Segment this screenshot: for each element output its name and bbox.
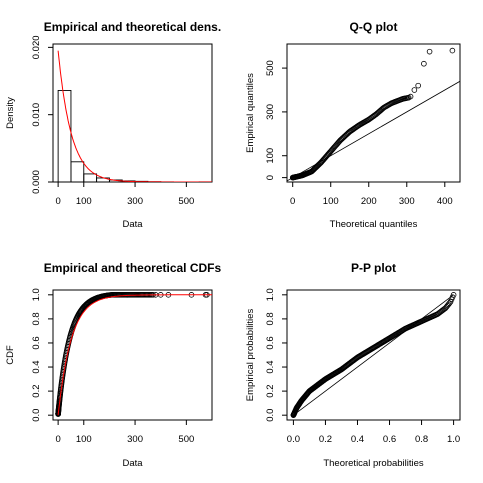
y-tick-label: 300 bbox=[265, 104, 276, 120]
x-tick-label: 200 bbox=[361, 196, 377, 207]
x-tick-label: 300 bbox=[399, 196, 415, 207]
data-point bbox=[411, 87, 418, 93]
x-axis-label: Theoretical quantiles bbox=[330, 219, 418, 230]
chart-title: Q-Q plot bbox=[350, 20, 398, 34]
y-tick-label: 0.8 bbox=[31, 312, 42, 325]
y-tick-label: 1.0 bbox=[31, 288, 42, 301]
y-axis-label: Empirical quantiles bbox=[245, 73, 256, 153]
y-tick-label: 0.0 bbox=[31, 409, 42, 422]
x-tick-label: 0.6 bbox=[383, 434, 396, 445]
y-tick-label: 0.000 bbox=[31, 170, 42, 194]
data-point bbox=[407, 93, 414, 100]
chart-title: Empirical and theoretical dens. bbox=[44, 20, 221, 34]
data-point bbox=[421, 60, 427, 67]
x-tick-label: 0 bbox=[290, 196, 295, 207]
panel-1 bbox=[48, 43, 213, 187]
x-tick-label: 500 bbox=[178, 434, 194, 445]
plot-frame bbox=[52, 289, 213, 421]
plot-area bbox=[290, 292, 457, 418]
panel-2 bbox=[282, 43, 461, 187]
chart-title: Empirical and theoretical CDFs bbox=[44, 261, 222, 275]
data-point bbox=[426, 48, 433, 55]
plot-frame bbox=[52, 43, 213, 183]
plot-area bbox=[55, 292, 212, 417]
y-tick-label: 500 bbox=[265, 60, 276, 76]
x-tick-label: 100 bbox=[76, 196, 92, 207]
x-tick-label: 300 bbox=[127, 196, 143, 207]
y-tick-label: 0.4 bbox=[265, 360, 276, 373]
y-tick-label: 0.6 bbox=[265, 336, 276, 349]
x-axis-label: Data bbox=[122, 458, 143, 469]
y-tick-label: 0.020 bbox=[31, 35, 42, 59]
x-tick-label: 0.2 bbox=[319, 434, 332, 445]
y-tick-label: 0.010 bbox=[31, 103, 42, 127]
x-tick-label: 100 bbox=[323, 196, 339, 207]
panel-4 bbox=[282, 289, 461, 425]
x-tick-label: 0.4 bbox=[351, 434, 364, 445]
histogram-bar bbox=[83, 173, 98, 182]
y-axis-label: Empirical probabilities bbox=[245, 309, 256, 402]
y-tick-label: 0.6 bbox=[31, 336, 42, 349]
y-tick-label: 0.2 bbox=[265, 385, 276, 398]
data-point bbox=[449, 47, 456, 54]
x-axis-label: Theoretical probabilities bbox=[323, 458, 424, 469]
y-tick-label: 1.0 bbox=[265, 288, 276, 301]
y-tick-label: 0.8 bbox=[265, 312, 276, 325]
histogram-bar bbox=[57, 89, 72, 182]
x-tick-label: 0.8 bbox=[415, 434, 428, 445]
y-tick-label: 100 bbox=[265, 148, 276, 164]
plot-area bbox=[287, 47, 460, 182]
plot-frame bbox=[286, 289, 461, 421]
y-tick-label: 0.2 bbox=[31, 385, 42, 398]
plot-area bbox=[57, 50, 212, 182]
chart-title: P-P plot bbox=[351, 261, 396, 275]
x-tick-label: 0 bbox=[55, 434, 60, 445]
x-tick-label: 0 bbox=[55, 196, 60, 207]
fitted-density-curve bbox=[57, 50, 212, 182]
fitted-cdf-curve bbox=[57, 294, 212, 416]
y-tick-label: 0.4 bbox=[31, 360, 42, 373]
panel-3 bbox=[48, 289, 213, 425]
x-tick-label: 100 bbox=[76, 434, 92, 445]
reference-line bbox=[287, 80, 460, 182]
y-axis-label: CDF bbox=[5, 345, 16, 365]
reference-line bbox=[293, 294, 454, 416]
x-tick-label: 0.0 bbox=[287, 434, 300, 445]
y-tick-label: 0 bbox=[265, 175, 276, 180]
x-tick-label: 1.0 bbox=[447, 434, 460, 445]
histogram-bar bbox=[70, 161, 85, 182]
data-point bbox=[415, 82, 421, 89]
x-tick-label: 400 bbox=[437, 196, 453, 207]
x-axis-label: Data bbox=[122, 219, 143, 230]
plot-frame bbox=[286, 43, 461, 183]
y-tick-label: 0.0 bbox=[265, 409, 276, 422]
y-axis-label: Density bbox=[5, 97, 16, 129]
x-tick-label: 300 bbox=[127, 434, 143, 445]
x-tick-label: 500 bbox=[178, 196, 194, 207]
data-point bbox=[450, 292, 457, 298]
